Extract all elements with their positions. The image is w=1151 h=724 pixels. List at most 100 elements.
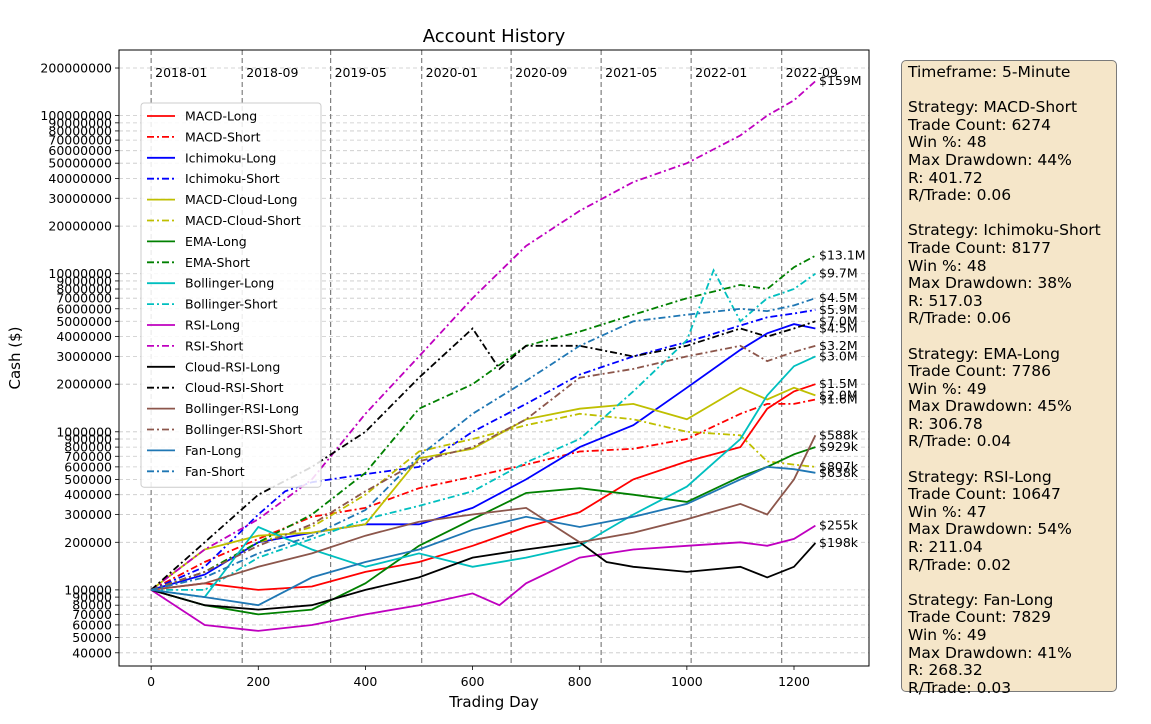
y-tick-label: 30000000 bbox=[48, 191, 112, 206]
series-line-cloud-rsi-short bbox=[150, 320, 816, 591]
y-tick-label: 40000000 bbox=[48, 171, 112, 186]
y-tick-label: 200000000 bbox=[40, 61, 112, 76]
y-tick-label: 70000 bbox=[72, 607, 112, 622]
series-line-rsi-long bbox=[150, 524, 816, 632]
series-line-rsi-short bbox=[150, 80, 816, 591]
series-line-macd-cloud-short bbox=[150, 412, 816, 591]
stats-line: Max Drawdown: 44% bbox=[908, 150, 1072, 169]
legend-label: EMA-Short bbox=[185, 255, 250, 270]
y-tick-label: 8000000 bbox=[56, 282, 112, 297]
y-tick-label: 800000 bbox=[64, 440, 112, 455]
stats-line: Win %: 49 bbox=[908, 626, 987, 644]
series-line-bollinger-rsi-long bbox=[150, 434, 817, 591]
x-tick-label: 400 bbox=[353, 674, 377, 689]
y-tick-label: 60000000 bbox=[48, 143, 112, 158]
strategy-stats-box: Timeframe: 5-Minute Strategy: MACD-Short T… bbox=[901, 60, 1117, 696]
legend-label: Ichimoku-Long bbox=[185, 150, 276, 165]
stats-line: R: 517.03 bbox=[908, 291, 983, 310]
series-line-fan-short bbox=[150, 297, 816, 591]
y-tick-label: 60000 bbox=[72, 617, 112, 632]
y-tick-label: 900000 bbox=[64, 432, 112, 447]
y-tick-label: 400000 bbox=[64, 487, 112, 502]
legend-label: MACD-Cloud-Long bbox=[185, 192, 297, 207]
legend-label: Cloud-RSI-Short bbox=[185, 380, 284, 395]
series-line-bollinger-long bbox=[150, 355, 816, 599]
period-label: 2022-09 bbox=[786, 65, 838, 80]
legend-label: Bollinger-Long bbox=[185, 276, 274, 291]
stats-line: Strategy: Ichimoku-Short bbox=[908, 221, 1101, 240]
y-tick-label: 100000 bbox=[64, 582, 112, 597]
chart-title: Account History bbox=[423, 26, 566, 47]
stats-line: Max Drawdown: 41% bbox=[908, 643, 1072, 662]
stats-line: Win %: 48 bbox=[908, 256, 987, 275]
series-line-fan-long bbox=[150, 465, 816, 607]
stats-line: R/Trade: 0.03 bbox=[908, 678, 1012, 697]
period-label: 2020-09 bbox=[515, 65, 567, 80]
final-value-label: $4.5M bbox=[819, 290, 858, 305]
legend-label: Cloud-RSI-Long bbox=[185, 359, 280, 374]
plot-frame bbox=[118, 49, 870, 667]
series-line-macd-short bbox=[150, 398, 816, 591]
stats-line: Strategy: RSI-Long bbox=[908, 467, 1052, 486]
legend-label: RSI-Long bbox=[185, 318, 240, 333]
y-tick-label: 80000 bbox=[72, 598, 112, 613]
y-tick-label: 40000 bbox=[72, 645, 112, 660]
period-label: 2022-01 bbox=[695, 65, 747, 80]
y-tick-label: 70000000 bbox=[48, 133, 112, 148]
y-tick-label: 50000 bbox=[72, 630, 112, 645]
x-tick-label: 0 bbox=[147, 674, 155, 689]
series-line-macd-long bbox=[150, 383, 816, 591]
y-tick-label: 90000 bbox=[72, 590, 112, 605]
legend-label: EMA-Long bbox=[185, 234, 247, 249]
y-tick-label: 1000000 bbox=[56, 424, 112, 439]
y-tick-label: 90000000 bbox=[48, 115, 112, 130]
y-tick-label: 20000000 bbox=[48, 219, 112, 234]
stats-gap bbox=[908, 328, 1110, 346]
stats-line: R: 211.04 bbox=[908, 538, 983, 557]
x-tick-label: 600 bbox=[461, 674, 485, 689]
x-tick-label: 1200 bbox=[778, 674, 810, 689]
stats-line: Timeframe: 5-Minute bbox=[908, 63, 1071, 81]
final-value-label: $929k bbox=[819, 439, 859, 454]
stats-line: Max Drawdown: 45% bbox=[908, 397, 1072, 416]
y-tick-label: 7000000 bbox=[56, 291, 112, 306]
final-value-label: $638k bbox=[819, 465, 859, 480]
y-tick-label: 80000000 bbox=[48, 123, 112, 138]
final-value-label: $588k bbox=[819, 427, 859, 442]
final-value-label: $1.5M bbox=[819, 376, 858, 391]
stats-line: R/Trade: 0.06 bbox=[908, 309, 1012, 328]
stats-line: Trade Count: 6274 bbox=[908, 115, 1051, 134]
stats-line: Max Drawdown: 38% bbox=[908, 274, 1072, 293]
final-value-label: $807k bbox=[819, 459, 859, 474]
period-label: 2020-01 bbox=[426, 65, 478, 80]
stats-gap bbox=[908, 82, 1110, 100]
stats-gap bbox=[908, 205, 1110, 223]
y-tick-label: 700000 bbox=[64, 449, 112, 464]
y-tick-label: 4000000 bbox=[56, 329, 112, 344]
stats-line: Trade Count: 10647 bbox=[908, 485, 1061, 504]
legend-label: RSI-Short bbox=[185, 338, 243, 353]
period-label: 2018-01 bbox=[155, 65, 207, 80]
legend-label: Bollinger-RSI-Long bbox=[185, 401, 299, 416]
y-tick-label: 3000000 bbox=[56, 349, 112, 364]
legend-label: MACD-Short bbox=[185, 129, 261, 144]
final-value-label: $13.1M bbox=[819, 248, 866, 263]
stats-line: Win %: 49 bbox=[908, 379, 987, 398]
period-label: 2019-05 bbox=[335, 65, 387, 80]
period-label: 2018-09 bbox=[246, 65, 298, 80]
final-value-label: $5.9M bbox=[819, 302, 858, 317]
x-axis-label: Trading Day bbox=[448, 693, 539, 711]
legend-label: MACD-Cloud-Short bbox=[185, 213, 301, 228]
legend-box bbox=[140, 102, 322, 488]
y-tick-label: 500000 bbox=[64, 472, 112, 487]
y-tick-label: 200000 bbox=[64, 535, 112, 550]
y-tick-label: 10000000 bbox=[48, 266, 112, 281]
y-axis-label: Cash ($) bbox=[6, 326, 24, 389]
legend-label: Fan-Short bbox=[185, 464, 245, 479]
y-tick-label: 2000000 bbox=[56, 377, 112, 392]
final-value-label: $2.0M bbox=[819, 387, 858, 402]
stats-line: Trade Count: 7829 bbox=[908, 608, 1051, 627]
y-tick-label: 9000000 bbox=[56, 273, 112, 288]
final-value-label: $7.0M bbox=[819, 313, 858, 328]
